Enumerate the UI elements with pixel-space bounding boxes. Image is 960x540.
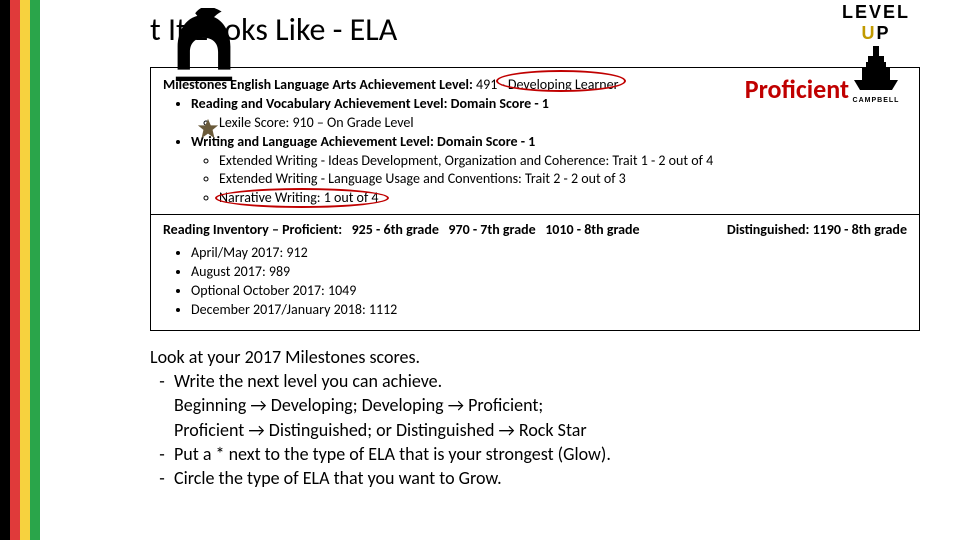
ri-date-2: August 2017: 989 — [191, 263, 907, 282]
scores-box: Proficient Milestones English Language A… — [150, 67, 920, 331]
ri-date-3: Optional October 2017: 1049 — [191, 282, 907, 301]
instr-l6: Circle the type of ELA that you want to … — [174, 466, 502, 490]
levelup-level: LEVEL — [842, 2, 910, 23]
instr-l5: Put a * next to the type of ELA that is … — [174, 442, 611, 466]
stripe-2 — [10, 0, 20, 540]
instructions: Look at your 2017 Milestones scores. -Wr… — [150, 345, 920, 491]
bullet-lexile: Lexile Score: 910 – On Grade Level — [219, 114, 907, 133]
instr-l1: Look at your 2017 Milestones scores. — [150, 345, 920, 369]
red-circle-narrative-icon — [215, 188, 389, 208]
page: LEVEL UP CAMPBELL t It Looks Like - ELA … — [40, 0, 960, 540]
bullet-trait1: Extended Writing - Ideas Development, Or… — [219, 152, 907, 171]
levelup-up: UP — [842, 23, 910, 44]
ri-date-4: December 2017/January 2018: 1112 — [191, 301, 907, 320]
stripe-1 — [0, 0, 10, 540]
stripe-4 — [30, 0, 40, 540]
stripe-3 — [20, 0, 30, 540]
bullet-trait2: Extended Writing - Language Usage and Co… — [219, 170, 907, 189]
ri-date-1: April/May 2017: 912 — [191, 244, 907, 263]
red-circle-status-icon — [496, 70, 626, 92]
star-icon — [197, 118, 219, 146]
side-stripes — [0, 0, 40, 540]
instr-l4: Proficient → Distinguished; or Distingui… — [150, 418, 920, 442]
divider — [151, 214, 919, 215]
proficient-callout: Proficient — [745, 72, 849, 107]
instr-l3: Beginning → Developing; Developing → Pro… — [150, 393, 920, 417]
reading-inventory-line: Reading Inventory – Proficient: 925 - 6t… — [163, 221, 907, 240]
instr-l2: Write the next level you can achieve. — [174, 369, 442, 393]
